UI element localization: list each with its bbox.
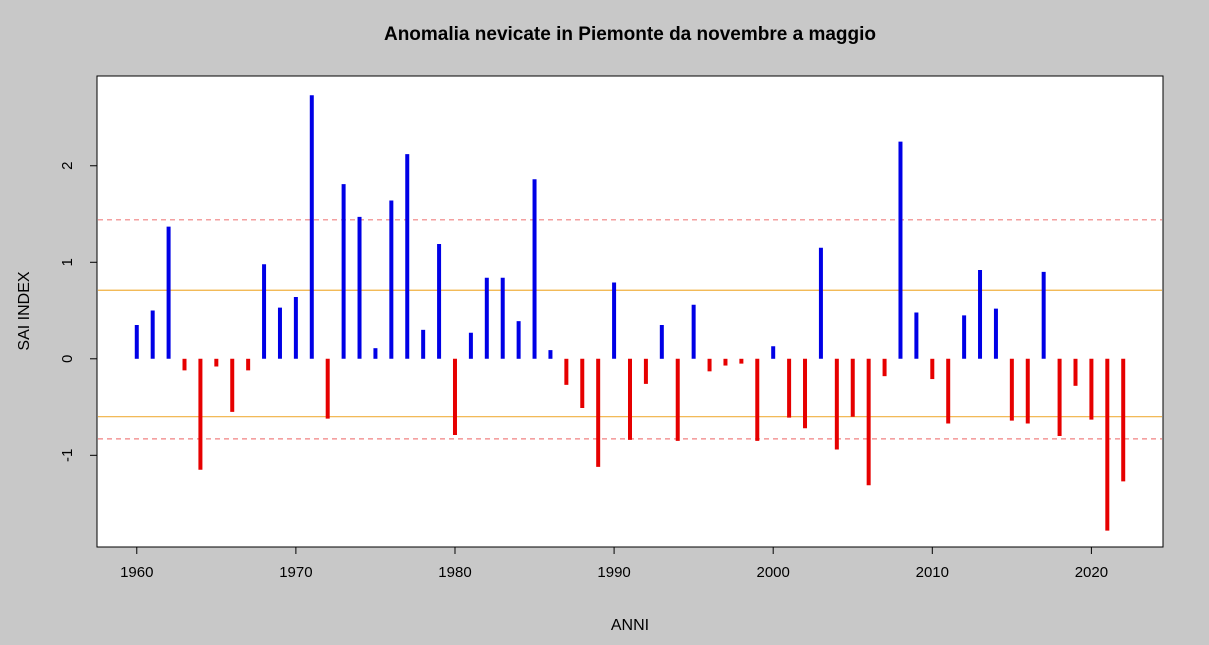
- x-tick-label-1980: 1980: [438, 564, 471, 581]
- y-tick-label-1: 1: [59, 258, 76, 266]
- bars: [134, 95, 1126, 531]
- x-tick-label-1970: 1970: [279, 564, 312, 581]
- x-tick-label-1960: 1960: [120, 564, 153, 581]
- y-tick-label--1: -1: [59, 449, 76, 462]
- x-axis-label: ANNI: [611, 617, 649, 634]
- x-tick-label-2000: 2000: [757, 564, 790, 581]
- x-tick-label-1990: 1990: [597, 564, 630, 581]
- x-tick-label-2020: 2020: [1075, 564, 1108, 581]
- y-axis-label: SAI INDEX: [16, 271, 33, 350]
- x-tick-label-2010: 2010: [916, 564, 949, 581]
- y-tick-label-0: 0: [59, 355, 76, 363]
- y-tick-label-2: 2: [59, 162, 76, 170]
- y-axis: -1 0 1 2: [59, 162, 98, 462]
- x-axis: 1960 1970 1980 1990 2000 2010 2020: [120, 546, 1108, 581]
- chart-title: Anomalia nevicate in Piemonte da novembr…: [384, 24, 876, 45]
- plot-area: [96, 75, 1164, 548]
